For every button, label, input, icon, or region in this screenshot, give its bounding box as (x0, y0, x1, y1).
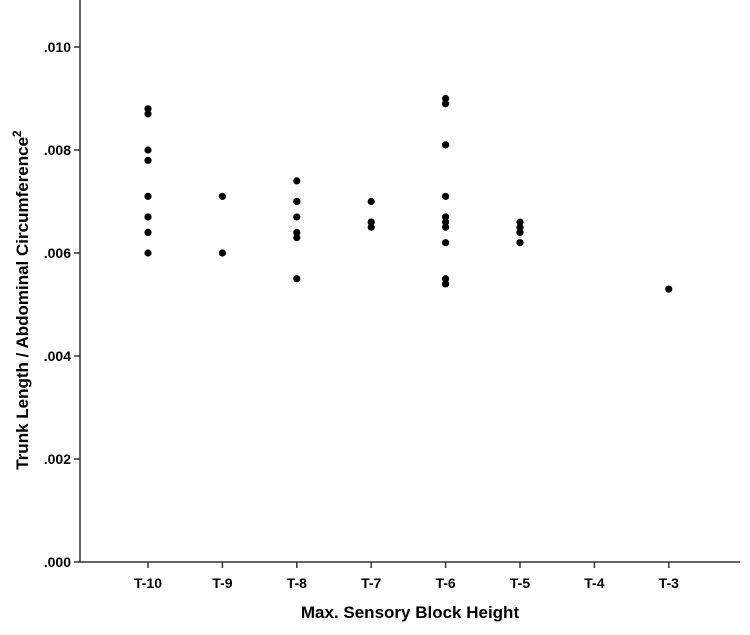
data-point (293, 213, 301, 221)
y-axis-title-text: Trunk Length / Abdominal Circumference (13, 137, 32, 470)
data-point (144, 105, 152, 113)
data-point (367, 223, 375, 231)
data-point (367, 218, 375, 226)
data-point (442, 94, 450, 103)
data-point (293, 177, 301, 185)
data-point (516, 218, 524, 226)
x-tick-label: T-7 (361, 575, 381, 591)
y-tick-label: .010 (44, 39, 71, 55)
data-point (516, 228, 524, 236)
y-tick-label: .000 (44, 554, 71, 570)
x-tick-label: T-10 (134, 575, 162, 591)
data-point (144, 192, 152, 200)
x-tick-label: T-3 (659, 575, 679, 591)
y-tick-label: .006 (44, 245, 71, 261)
data-point (218, 192, 226, 200)
data-point (367, 197, 375, 206)
data-point (442, 100, 450, 108)
y-axis-title-superscript: 2 (10, 130, 24, 137)
data-point (144, 249, 152, 257)
x-tick-label: T-6 (435, 575, 455, 591)
x-ticks: T-10 T-9 T-8 T-7 T-6 T-5 T-4 T-3 (134, 562, 679, 591)
x-tick-label: T-8 (287, 575, 307, 591)
data-point (293, 275, 301, 283)
data-point (442, 218, 450, 226)
data-point (442, 239, 450, 247)
data-point (442, 192, 450, 200)
y-ticks: .000 .002 .004 .006 .008 .010 (44, 39, 80, 570)
data-point (442, 280, 450, 288)
data-point (516, 223, 524, 231)
x-tick-label: T-9 (212, 575, 232, 591)
data-point (293, 197, 301, 206)
data-point (144, 146, 152, 154)
y-tick-label: .004 (44, 348, 71, 364)
data-point (144, 228, 152, 236)
axes (79, 0, 740, 563)
x-axis-title: Max. Sensory Block Height (301, 603, 520, 622)
data-point (516, 239, 524, 247)
y-axis-title: Trunk Length / Abdominal Circumference2 (10, 130, 32, 470)
x-tick-label: T-5 (510, 575, 530, 591)
data-point (665, 285, 673, 293)
data-point (442, 141, 450, 149)
data-point (293, 228, 301, 236)
data-point (144, 110, 152, 118)
data-points (144, 94, 673, 293)
y-tick-label: .002 (44, 451, 71, 467)
data-point (144, 156, 152, 164)
data-point (218, 249, 226, 257)
data-point (144, 213, 152, 221)
y-tick-label: .008 (44, 142, 71, 158)
data-point (442, 275, 450, 283)
x-tick-label: T-4 (584, 575, 604, 591)
data-point (442, 213, 450, 221)
data-point (442, 223, 450, 231)
data-point (293, 233, 301, 242)
